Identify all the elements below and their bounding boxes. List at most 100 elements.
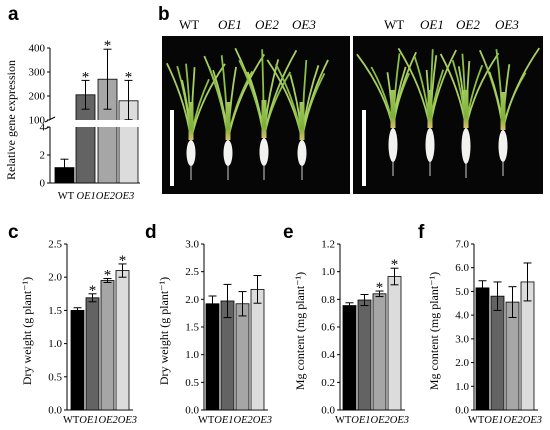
x-tick-label-oe3: OE3 <box>523 415 542 426</box>
significance-marker-oe1: * <box>82 69 90 85</box>
plant-root <box>425 128 435 162</box>
photo-label-left-2: OE1 <box>218 17 242 32</box>
y-tick-label: 200 <box>29 91 46 103</box>
x-tick-labels-f: WTOE1OE2OE3 <box>468 415 542 426</box>
bar-oe3 <box>115 270 130 411</box>
x-tick-label-oe2: OE2 <box>504 415 524 426</box>
y-tick-label: 0.8 <box>321 294 335 306</box>
chart-d: 0.0 0.5 1.0 1.5 2.0 2.5 3.0 Dry weight (g plant… <box>157 239 272 427</box>
chart-e: 0.0 0.2 0.4 0.6 0.8 1.0 1.2 Mg content (mg plan… <box>293 239 409 427</box>
x-tick-label-wt: WT <box>63 415 80 426</box>
bar-oe2 <box>372 293 387 411</box>
y-tick-label: 5.0 <box>455 286 469 298</box>
y-tick-label: 0.0 <box>185 405 199 417</box>
y-tick-label: 4 <box>40 122 46 134</box>
y-tick-label: 1.0 <box>185 349 199 361</box>
x-tick-label-wt: WT <box>58 191 77 202</box>
bar-break-gap <box>51 120 141 127</box>
x-tick-label-wt: WT <box>468 415 485 426</box>
photo-label-right-3: OE2 <box>456 17 480 32</box>
significance-marker-oe3: * <box>391 257 399 273</box>
axis-break-gap <box>48 120 52 127</box>
y-tick-label: 2.0 <box>185 294 199 306</box>
plant <box>356 51 417 176</box>
y-axis-label-f: Mg content (mg plant⁻¹) <box>427 272 441 390</box>
panel-label-a: a <box>8 4 19 25</box>
photo-label-right-4: OE3 <box>495 17 519 32</box>
plant-stem <box>299 102 305 140</box>
x-tick-label-oe2: OE2 <box>234 415 254 426</box>
x-tick-label-oe3: OE3 <box>115 191 134 202</box>
y-tick-label: 1.5 <box>185 322 199 334</box>
y-tick-label: 1.2 <box>321 239 335 251</box>
y-axis-label-e: Mg content (mg plant⁻¹) <box>293 272 307 390</box>
x-tick-labels-c: WTOE1OE2OE3 <box>63 415 137 426</box>
plant-stem <box>500 92 506 130</box>
y-axis-label-d: Dry weight (g plant⁻¹) <box>157 277 171 385</box>
significance-marker-oe2: * <box>104 38 112 54</box>
bar-oe1 <box>357 299 372 411</box>
significance-marker-oe3: * <box>125 69 133 85</box>
bar-oe1 <box>85 297 100 411</box>
panel-label-c: c <box>8 222 19 243</box>
panel-label-d: d <box>145 222 157 243</box>
y-tick-label: 7.0 <box>455 239 469 251</box>
plant <box>266 59 329 180</box>
bar-oe1 <box>490 295 505 411</box>
bar-oe3 <box>250 288 265 411</box>
plant-root <box>461 128 471 164</box>
chart-c: 0.0 0.5 1.0 1.5 2.0 2.5 Dry weight (g plant⁻¹)… <box>20 239 137 427</box>
panel-label-e: e <box>283 222 294 243</box>
significance-marker-oe2: * <box>104 268 112 284</box>
bar-oe2 <box>100 280 115 411</box>
y-tick-label: 1.5 <box>48 305 62 317</box>
plant-root <box>297 140 307 166</box>
x-tick-labels-e: WTOE1OE2OE3 <box>335 415 409 426</box>
x-tick-label-oe1: OE1 <box>214 415 233 426</box>
panel-b-photos: WT OE1 OE2 OE3 WT OE1 OE2 OE3 <box>162 17 543 194</box>
plant-group <box>166 47 540 180</box>
x-tick-labels-a: WT OE1OE2OE3 <box>58 191 135 202</box>
photo-label-right-1: WT <box>384 17 404 32</box>
photo-label-left-3: OE2 <box>255 17 279 32</box>
plant <box>397 47 457 176</box>
plant <box>203 53 265 180</box>
x-tick-label-oe2: OE2 <box>371 415 391 426</box>
bar-wt <box>342 305 357 411</box>
photo-label-left-4: OE3 <box>292 17 316 32</box>
significance-marker-oe2: * <box>376 280 384 296</box>
y-tick-label: 1.0 <box>455 381 469 393</box>
y-axis-label-a: Relative gene expression <box>4 60 18 180</box>
y-tick-label: 2 <box>40 150 46 162</box>
charts-layer: 100 200 300 400 0 2 4 Relative gene expression *… <box>4 38 542 426</box>
significance-marker-oe1: * <box>89 283 97 299</box>
bar-oe3 <box>387 276 402 411</box>
y-tick-label: 4.0 <box>455 310 469 322</box>
x-tick-labels-d: WTOE1OE2OE3 <box>198 415 272 426</box>
plant-root <box>186 140 196 166</box>
plant-stem <box>225 102 231 140</box>
panel-label-b: b <box>158 4 170 25</box>
plant <box>166 62 226 180</box>
x-tick-label-oe3: OE3 <box>390 415 409 426</box>
bar-oe2 <box>505 301 520 411</box>
plant-root <box>223 140 233 166</box>
x-tick-label-oe3: OE3 <box>118 415 137 426</box>
y-tick-label: 2.5 <box>48 239 62 251</box>
panel-label-f: f <box>418 222 425 243</box>
y-tick-label: 0.5 <box>48 371 62 383</box>
plant <box>479 47 540 176</box>
x-tick-label-wt: WT <box>198 415 215 426</box>
y-tick-label: 0.6 <box>321 322 335 334</box>
photo-label-right-2: OE1 <box>420 17 444 32</box>
bar-oe2 <box>235 303 250 411</box>
y-tick-label: 0 <box>40 178 46 190</box>
plant <box>439 52 500 178</box>
y-tick-label: 2.0 <box>455 357 469 369</box>
plant-root <box>388 128 398 162</box>
x-tick-label-oe2: OE2 <box>96 191 116 202</box>
photo-right-background <box>353 36 543 194</box>
x-tick-label-oe1: OE1 <box>79 415 98 426</box>
x-tick-label-oe3: OE3 <box>253 415 272 426</box>
